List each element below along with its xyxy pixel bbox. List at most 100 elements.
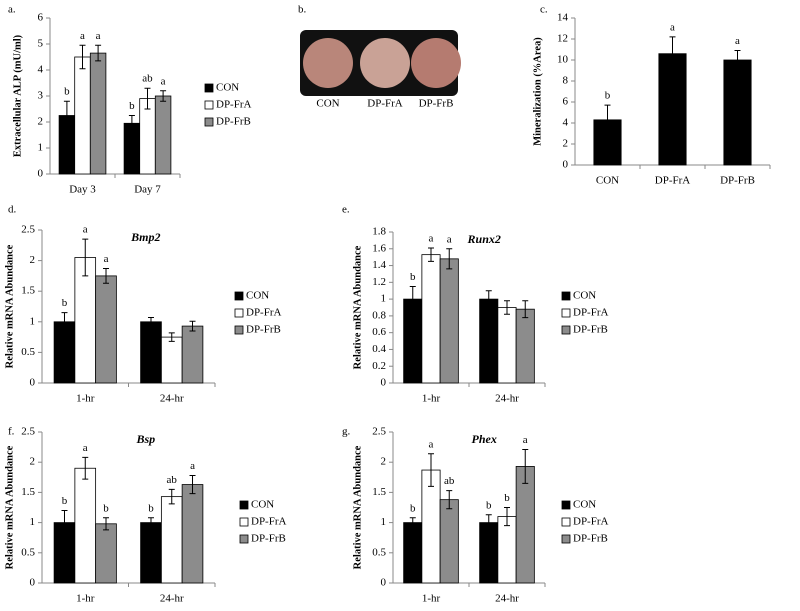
y-tick-label: 2	[563, 138, 569, 150]
error-bar	[504, 507, 510, 527]
x-tick-label: 1-hr	[76, 593, 95, 605]
y-tick-label: 1.5	[21, 486, 35, 498]
error-bar	[409, 517, 416, 528]
significance-letter: a	[80, 30, 85, 42]
bar	[89, 52, 107, 175]
significance-letter: a	[83, 224, 88, 236]
y-tick-label: 0.4	[372, 343, 386, 355]
y-axis-label: Mineralization (%Area)	[532, 37, 543, 146]
legend-swatch	[561, 517, 571, 527]
y-tick-label: 1	[38, 142, 44, 154]
legend-label: DP-FrB	[573, 533, 608, 545]
y-tick-label: 1.2	[372, 276, 386, 288]
legend-swatch	[234, 291, 244, 301]
photo-caption: DP-FrB	[419, 98, 454, 110]
chart-title: Bsp	[135, 432, 155, 446]
error-bar	[734, 50, 741, 70]
error-bar	[485, 514, 492, 531]
y-tick-label: 1.6	[372, 242, 386, 254]
y-tick-label: 1.5	[372, 486, 386, 498]
y-tick-label: 0.2	[372, 360, 386, 372]
photo-caption: DP-FrA	[367, 98, 403, 110]
y-tick-label: 5	[38, 38, 44, 50]
legend-label: CON	[246, 290, 269, 302]
panel-label: c.	[540, 4, 548, 16]
error-bar	[128, 115, 135, 132]
y-tick-label: 2.5	[21, 426, 35, 438]
x-tick-label: DP-FrB	[720, 175, 755, 187]
x-tick-label: CON	[596, 175, 619, 187]
error-bar	[95, 44, 102, 62]
error-bar	[82, 456, 89, 480]
error-bar	[103, 268, 110, 284]
bar	[139, 98, 156, 175]
legend-label: CON	[573, 290, 596, 302]
x-tick-label: 1-hr	[76, 393, 95, 405]
error-bar	[147, 317, 154, 327]
y-tick-label: 4	[38, 64, 44, 76]
significance-letter: a	[447, 233, 452, 245]
error-bar	[82, 238, 89, 277]
error-bar	[160, 90, 167, 102]
legend-swatch	[239, 517, 249, 527]
bar	[439, 258, 459, 384]
significance-letter: b	[605, 90, 611, 102]
significance-letter: b	[62, 297, 68, 309]
y-tick-label: 6	[563, 96, 569, 108]
error-bar	[189, 474, 196, 495]
legend-swatch	[561, 534, 571, 544]
y-tick-label: 2.5	[21, 224, 35, 236]
error-bar	[504, 300, 510, 315]
bar	[658, 53, 687, 166]
y-tick-label: 10	[557, 54, 569, 66]
bar	[421, 254, 441, 384]
error-bar	[103, 517, 110, 531]
panel-label: b.	[298, 4, 307, 16]
legend-label: CON	[573, 499, 596, 511]
x-tick-label: 24-hr	[160, 593, 184, 605]
error-bar	[446, 490, 453, 510]
x-tick-label: Day 7	[134, 184, 161, 196]
significance-letter: b	[504, 492, 510, 504]
bar	[160, 496, 183, 584]
plate	[360, 38, 410, 88]
y-tick-label: 1	[381, 293, 387, 305]
y-axis-label: Relative mRNA Abundance	[352, 445, 363, 569]
error-bar	[61, 510, 68, 536]
legend-label: DP-FrA	[573, 307, 609, 319]
significance-letter: b	[129, 100, 135, 112]
x-tick-label: 1-hr	[422, 393, 441, 405]
significance-letter: ab	[142, 73, 153, 85]
bar	[181, 484, 204, 584]
bar	[154, 95, 172, 175]
y-tick-label: 2.5	[372, 426, 386, 438]
chart-title: Runx2	[467, 232, 501, 246]
chart-title: Bmp2	[130, 230, 160, 244]
y-tick-label: 2	[30, 254, 36, 266]
chart-title: Phex	[472, 432, 497, 446]
y-tick-label: 1	[30, 516, 36, 528]
x-tick-label: Day 3	[69, 184, 96, 196]
error-bar	[63, 100, 70, 131]
significance-letter: ab	[444, 475, 455, 487]
bar	[723, 59, 752, 166]
bar	[140, 522, 162, 584]
bar	[95, 523, 117, 584]
x-tick-label: 24-hr	[495, 593, 519, 605]
significance-letter: a	[83, 442, 88, 454]
significance-letter: b	[410, 271, 416, 283]
y-tick-label: 8	[563, 75, 569, 87]
y-tick-label: 0	[38, 168, 44, 180]
panel-label: d.	[8, 204, 17, 216]
y-tick-label: 0.6	[372, 326, 386, 338]
error-bar	[604, 104, 611, 136]
significance-letter: b	[486, 499, 492, 511]
y-tick-label: 4	[563, 117, 569, 129]
y-tick-label: 2	[30, 456, 36, 468]
y-axis-label: Extracellular ALP (mU/ml)	[12, 34, 23, 157]
error-bar	[428, 247, 434, 262]
error-bar	[61, 312, 68, 332]
significance-letter: a	[735, 35, 740, 47]
bar	[74, 56, 91, 175]
